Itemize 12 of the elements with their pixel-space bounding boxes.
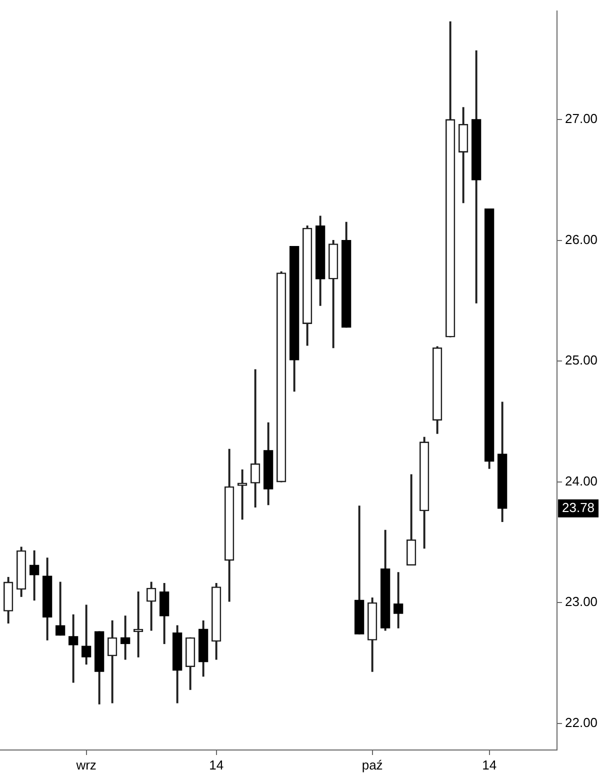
- y-tick-label: 24.00: [565, 473, 598, 488]
- candlestick: [133, 591, 144, 658]
- x-tick-label: 14: [209, 757, 224, 772]
- text: 23.78: [562, 500, 595, 516]
- x-tick-label: wrz: [75, 757, 96, 772]
- y-tick-label: 25.00: [565, 352, 598, 368]
- x-tick-label: paź: [362, 757, 383, 772]
- y-tick-label: 26.00: [565, 232, 598, 247]
- x-tick-label: 14: [482, 757, 497, 772]
- y-tick-label: 23.00: [565, 594, 598, 610]
- y-tick-label: 27.00: [565, 111, 598, 126]
- y-tick-label: 22.00: [565, 715, 598, 730]
